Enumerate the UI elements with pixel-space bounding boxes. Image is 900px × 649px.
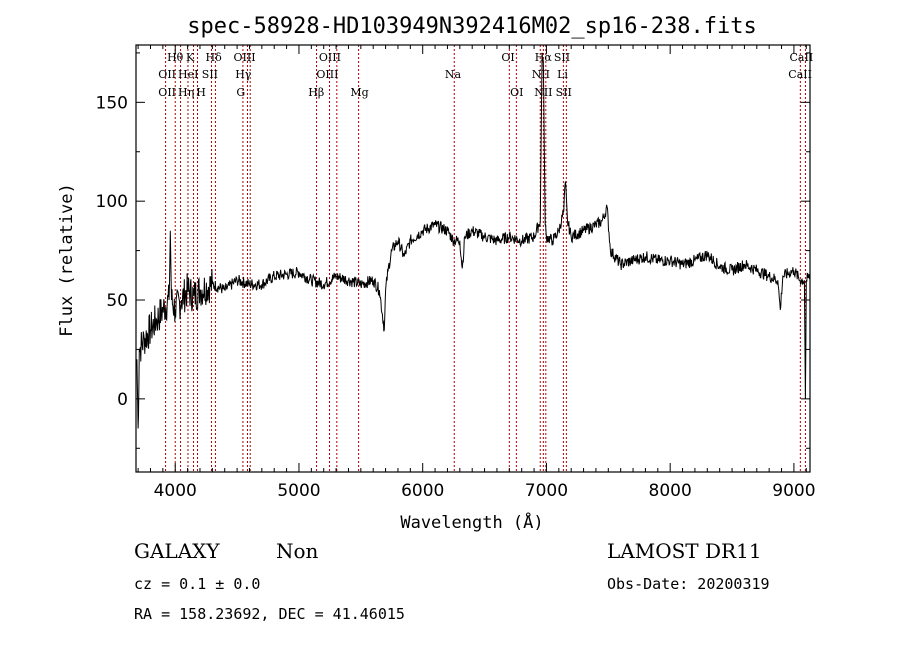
line-markers — [165, 45, 806, 472]
line-label: OII — [158, 86, 176, 99]
axis-ticks: 4000 5000 6000 7000 8000 9000 0 50 100 150 — [96, 45, 816, 501]
line-label: K — [186, 51, 195, 64]
survey-release: LAMOST DR11 — [607, 539, 762, 563]
x-tick-label: 4000 — [154, 481, 197, 501]
line-label: Hγ — [235, 68, 252, 81]
y-tick-label: 100 — [96, 192, 128, 212]
line-label: OIII — [319, 51, 341, 64]
x-tick-label: 6000 — [401, 481, 444, 501]
ra-dec: RA = 158.23692, DEC = 41.46015 — [134, 605, 405, 623]
line-label: OIII — [234, 51, 256, 64]
line-label: NII — [532, 68, 550, 81]
object-subclass: Non — [276, 539, 319, 563]
spectrum-series — [136, 52, 811, 429]
line-label: HeI — [178, 68, 198, 81]
line-label: Hα — [535, 51, 553, 64]
line-label: OI — [510, 86, 523, 99]
x-tick-label: 7000 — [525, 481, 568, 501]
spectrum-line — [136, 52, 811, 429]
x-tick-label: 8000 — [649, 481, 692, 501]
line-label: CaII — [790, 51, 814, 64]
line-label: SII — [556, 86, 572, 99]
line-label: Hθ — [167, 51, 184, 64]
line-label: OIII — [316, 68, 338, 81]
line-label: Li — [557, 68, 568, 81]
line-label: SII — [554, 51, 570, 64]
line-label: Hη — [178, 86, 194, 99]
line-label: Hδ — [206, 51, 223, 64]
y-tick-label: 150 — [96, 93, 128, 113]
redshift-cz: cz = 0.1 ± 0.0 — [134, 575, 260, 593]
x-axis-label: Wavelength (Å) — [400, 511, 543, 533]
line-label: G — [236, 86, 245, 99]
line-label: Hβ — [308, 86, 324, 99]
line-label: H — [196, 86, 206, 99]
y-tick-label: 0 — [117, 390, 128, 410]
y-tick-label: 50 — [106, 291, 128, 311]
line-label: OI — [501, 51, 514, 64]
plot-frame — [135, 44, 811, 473]
object-class: GALAXY — [134, 539, 220, 563]
chart-title: spec-58928-HD103949N392416M02_sp16-238.f… — [187, 14, 757, 39]
line-label: OII — [158, 68, 176, 81]
line-label: Mg — [350, 86, 368, 99]
line-label: CaII — [788, 68, 812, 81]
obs-date: Obs-Date: 20200319 — [607, 575, 770, 593]
x-tick-label: 5000 — [277, 481, 320, 501]
x-tick-label: 9000 — [772, 481, 815, 501]
y-axis-label: Flux (relative) — [57, 183, 77, 337]
line-label: SII — [202, 68, 218, 81]
line-label: Na — [445, 68, 462, 81]
